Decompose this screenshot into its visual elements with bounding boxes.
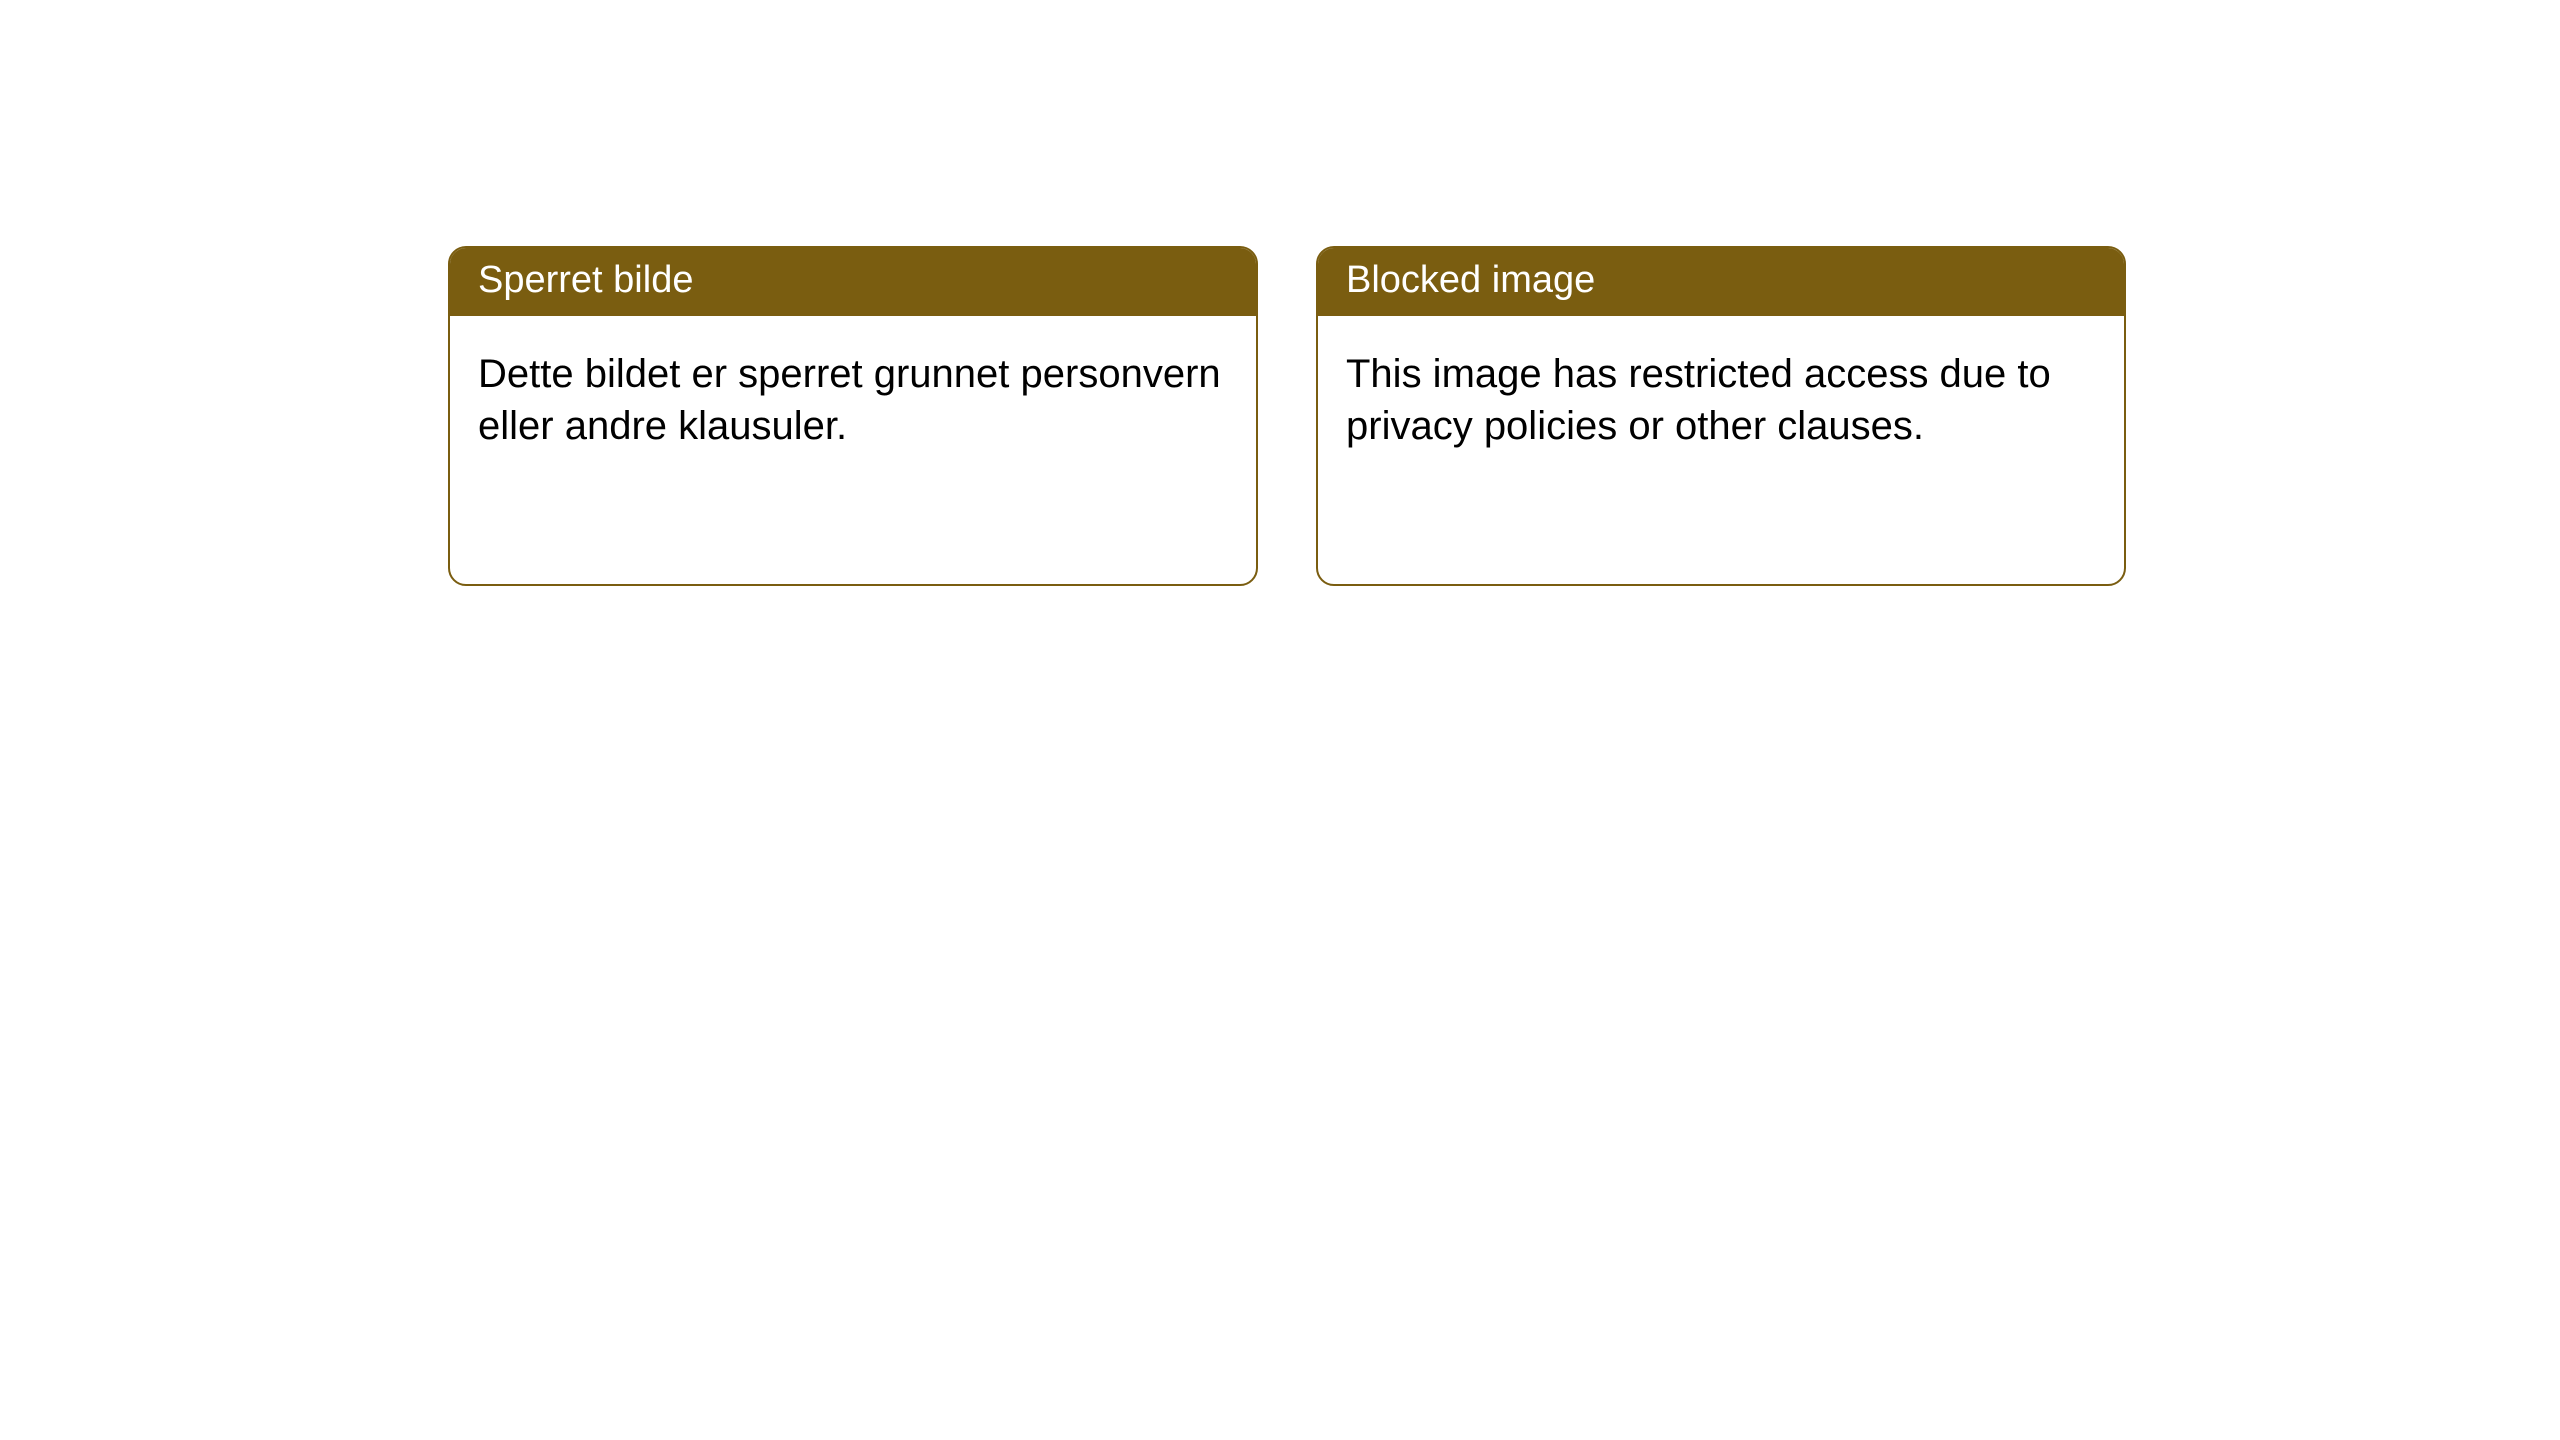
blocked-image-card-en: Blocked image This image has restricted …	[1316, 246, 2126, 586]
card-title: Blocked image	[1346, 259, 1595, 301]
card-header: Sperret bilde	[450, 248, 1256, 316]
card-body: This image has restricted access due to …	[1318, 316, 2124, 486]
card-body-text: This image has restricted access due to …	[1346, 352, 2051, 449]
card-header: Blocked image	[1318, 248, 2124, 316]
notice-container: Sperret bilde Dette bildet er sperret gr…	[448, 246, 2126, 586]
card-body-text: Dette bildet er sperret grunnet personve…	[478, 352, 1221, 449]
card-title: Sperret bilde	[478, 259, 693, 301]
blocked-image-card-no: Sperret bilde Dette bildet er sperret gr…	[448, 246, 1258, 586]
card-body: Dette bildet er sperret grunnet personve…	[450, 316, 1256, 486]
